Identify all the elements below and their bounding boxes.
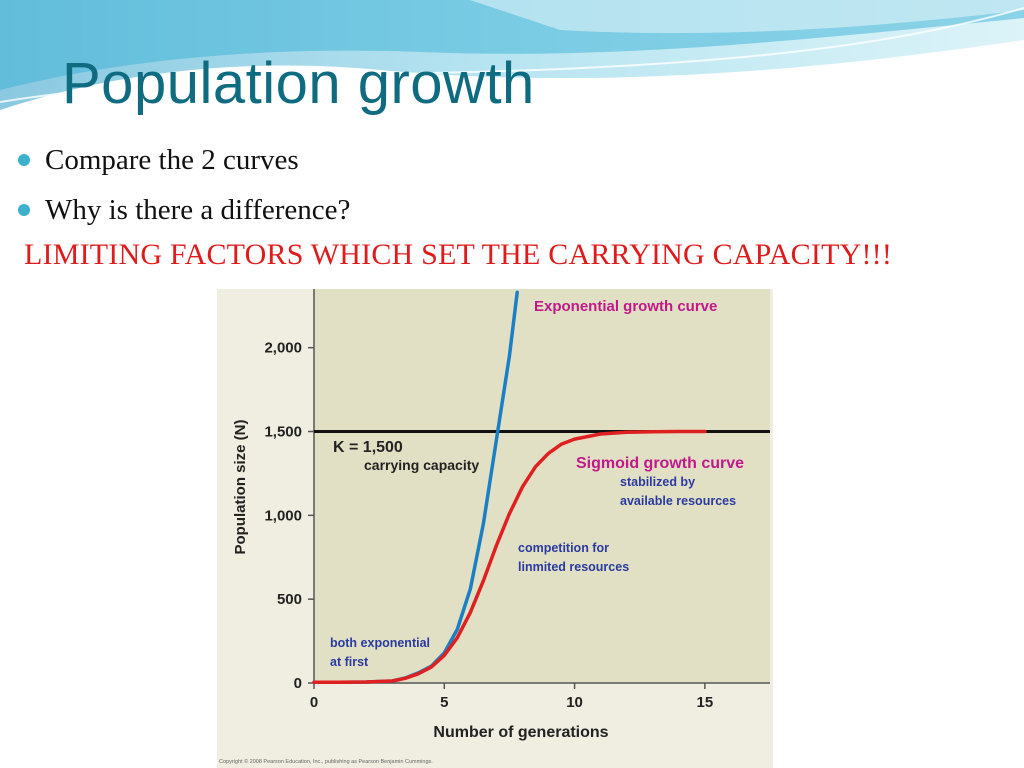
plot-area — [314, 289, 770, 683]
stabilized-annotation-line1: stabilized by — [620, 475, 695, 489]
y-tick-label: 500 — [277, 591, 302, 608]
bullet-dot-icon — [18, 204, 30, 216]
header-wave-decoration — [0, 0, 1024, 110]
y-axis-label: Population size (N) — [232, 419, 249, 554]
x-tick-label: 10 — [566, 694, 583, 711]
x-axis-label: Number of generations — [433, 724, 608, 741]
y-tick-label: 2,000 — [264, 340, 302, 357]
x-tick-label: 15 — [697, 694, 714, 711]
bullet-dot-icon — [18, 154, 30, 166]
bullet-item: Why is there a difference? — [18, 190, 350, 240]
competition-annotation-line1: competition for — [518, 541, 609, 555]
competition-annotation-line2: linmited resources — [518, 560, 629, 574]
bullet-item: Compare the 2 curves — [18, 140, 350, 190]
exponential-curve-label: Exponential growth curve — [534, 298, 717, 315]
x-tick-label: 0 — [310, 694, 318, 711]
y-tick-label: 1,500 — [264, 424, 302, 441]
bullet-list: Compare the 2 curves Why is there a diff… — [18, 140, 350, 240]
bullet-text: Why is there a difference? — [45, 194, 351, 226]
stabilized-annotation-line2: available resources — [620, 494, 736, 508]
sigmoid-curve-label: Sigmoid growth curve — [576, 455, 744, 472]
slide-title: Population growth — [62, 51, 535, 116]
carrying-capacity-label: K = 1,500 — [333, 439, 403, 456]
sigmoid-growth-line — [312, 429, 707, 684]
bullet-text: Compare the 2 curves — [45, 144, 299, 176]
emphasis-text: LIMITING FACTORS WHICH SET THE CARRYING … — [24, 238, 893, 271]
population-growth-chart: 0 500 1,000 1,500 2,000 0 5 10 15 Population siz… — [217, 289, 773, 768]
y-tick-label: 0 — [294, 675, 302, 692]
copyright-credit: Copyright © 2008 Pearson Education, Inc.… — [219, 758, 433, 765]
y-tick-label: 1,000 — [264, 507, 302, 524]
carrying-capacity-sublabel: carrying capacity — [364, 457, 479, 473]
both-exponential-annotation-line1: both exponential — [330, 636, 430, 650]
both-exponential-annotation-line2: at first — [330, 655, 369, 669]
x-tick-label: 5 — [440, 694, 448, 711]
